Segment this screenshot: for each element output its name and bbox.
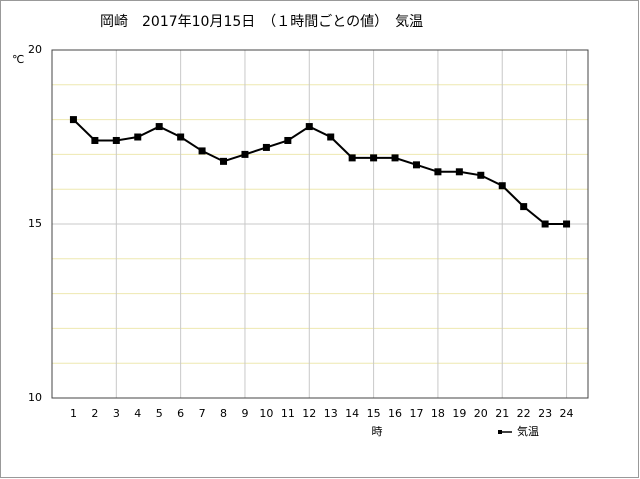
x-tick-label: 13 [324,407,338,420]
x-tick-label: 12 [302,407,316,420]
marker [498,182,506,190]
x-axis-label: 時 [372,425,383,438]
x-tick-label: 8 [220,407,227,420]
x-tick-label: 2 [91,407,98,420]
marker [305,123,313,131]
x-tick-label: 16 [388,407,402,420]
x-tick-label: 19 [452,407,466,420]
x-tick-label: 3 [113,407,120,420]
marker [177,133,185,141]
marker [348,154,356,162]
x-tick-label: 23 [538,407,552,420]
x-tick-label: 20 [474,407,488,420]
marker [262,143,270,151]
marker [563,220,571,228]
x-tick-label: 4 [134,407,141,420]
x-tick-label: 17 [409,407,423,420]
y-tick-label: 20 [28,43,42,56]
marker [284,136,292,144]
marker [327,133,335,141]
legend-label: 気温 [517,424,539,438]
marker [112,136,120,144]
y-tick-label: 10 [28,391,42,404]
marker [391,154,399,162]
marker [477,171,485,179]
x-tick-label: 18 [431,407,445,420]
marker [134,133,142,141]
x-tick-label: 21 [495,407,509,420]
marker [520,203,528,211]
marker [91,136,99,144]
x-tick-label: 11 [281,407,295,420]
marker [220,157,228,165]
y-axis-label: ℃ [12,53,24,66]
x-tick-label: 22 [517,407,531,420]
plot-border [51,49,589,399]
x-tick-label: 5 [156,407,163,420]
marker [198,147,206,155]
x-tick-label: 10 [259,407,273,420]
x-tick-label: 7 [199,407,206,420]
marker [155,123,163,131]
x-tick-label: 1 [70,407,77,420]
marker [69,116,77,124]
chart-title: 岡崎 2017年10月15日 （１時間ごとの値） 気温 [100,14,423,30]
marker [541,220,549,228]
marker [455,168,463,176]
x-tick-label: 9 [241,407,248,420]
marker [412,161,420,169]
legend-marker [498,430,502,434]
line [72,118,567,225]
x-tick-label: 24 [560,407,574,420]
marker [370,154,378,162]
x-tick-label: 6 [177,407,184,420]
x-tick-label: 15 [367,407,381,420]
marker [241,150,249,158]
y-tick-label: 15 [28,217,42,230]
x-tick-label: 14 [345,407,359,420]
marker [434,168,442,176]
